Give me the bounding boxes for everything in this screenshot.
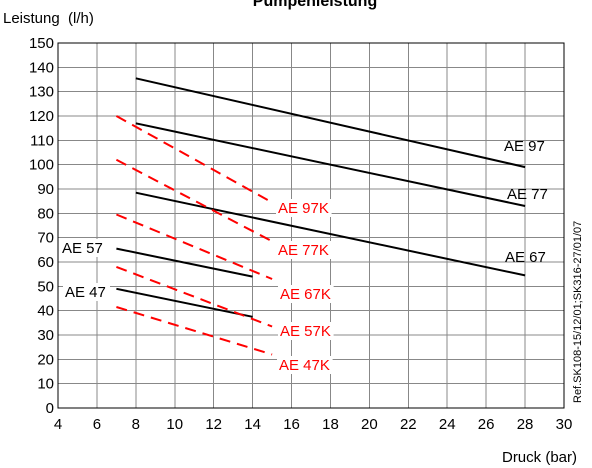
reference-note: Ref.SK108-15/12/01;SK316-27/01/07 xyxy=(572,221,584,403)
y-tick-label: 70 xyxy=(37,230,54,247)
y-tick-label: 130 xyxy=(29,84,54,101)
x-tick-label: 6 xyxy=(93,416,101,433)
series-label-background xyxy=(278,285,334,303)
y-tick-label: 100 xyxy=(29,157,54,174)
x-tick-label: 20 xyxy=(361,416,378,433)
series-label-background xyxy=(60,239,107,257)
y-tick-label: 20 xyxy=(37,351,54,368)
series-label-background xyxy=(277,356,333,374)
x-tick-label: 8 xyxy=(132,416,140,433)
series-line-ae-77k xyxy=(115,158,273,243)
series-line-ae-97 xyxy=(135,77,526,169)
y-tick-label: 150 xyxy=(29,35,54,52)
series-line-ae-57 xyxy=(116,247,253,278)
series-line-ae-47 xyxy=(116,287,253,318)
x-tick-label: 22 xyxy=(400,416,417,433)
x-tick-label: 14 xyxy=(244,416,261,433)
series-label-ae-67: AE 67 xyxy=(505,249,546,266)
series-label-ae-47: AE 47 xyxy=(65,284,106,301)
series-line-ae-67k xyxy=(116,213,273,280)
series-line-ae-97k xyxy=(115,115,273,204)
series-label-background xyxy=(276,199,332,217)
x-tick-label: 24 xyxy=(439,416,456,433)
series-label-background xyxy=(278,322,334,340)
series-line-ae-47k xyxy=(116,306,273,356)
x-tick-label: 18 xyxy=(322,416,339,433)
y-tick-label: 50 xyxy=(37,278,54,295)
x-tick-label: 30 xyxy=(556,416,573,433)
series-line-ae-57k xyxy=(116,265,273,328)
axis-tick-labels: 4 6 8 10 12 14 16 18 20 22 24 26 28 30 0 10 20 30 40 50 60 70… xyxy=(29,35,572,433)
grid-lines xyxy=(57,42,565,409)
y-tick-label: 140 xyxy=(29,59,54,76)
y-tick-label: 110 xyxy=(30,132,54,149)
x-tick-label: 10 xyxy=(166,416,183,433)
series-label-background xyxy=(276,241,332,259)
series-line-ae-67 xyxy=(135,191,526,277)
x-tick-label: 4 xyxy=(54,416,62,433)
y-tick-label: 120 xyxy=(29,108,54,125)
series-label-ae-47k: AE 47K xyxy=(279,357,330,374)
series-line-ae-77 xyxy=(135,122,526,207)
series-label-ae-97k: AE 97K xyxy=(278,200,329,217)
series-label-ae-57k: AE 57K xyxy=(280,323,331,340)
y-tick-label: 60 xyxy=(37,254,54,271)
series-labels: AE 97 AE 77 AE 67 AE 57 AE 47 AE 97K AE 77K AE … xyxy=(60,138,548,374)
x-tick-label: 28 xyxy=(517,416,534,433)
x-axis-label: Druck (bar) xyxy=(502,449,577,466)
y-tick-label: 80 xyxy=(37,205,54,222)
x-tick-label: 26 xyxy=(478,416,495,433)
series-label-ae-77: AE 77 xyxy=(507,186,548,203)
series-label-ae-77k: AE 77K xyxy=(278,242,329,259)
series-label-ae-67k: AE 67K xyxy=(280,286,331,303)
series-lines xyxy=(115,77,526,356)
series-label-background xyxy=(63,283,110,301)
chart-title: Pumpenleistung xyxy=(253,0,377,10)
y-tick-label: 40 xyxy=(37,303,54,320)
x-tick-label: 12 xyxy=(205,416,222,433)
plot-frame xyxy=(57,42,565,409)
series-label-ae-57: AE 57 xyxy=(62,240,103,257)
y-tick-label: 10 xyxy=(37,376,54,393)
y-tick-label: 30 xyxy=(37,327,54,344)
y-tick-label: 0 xyxy=(46,400,54,417)
x-tick-label: 16 xyxy=(283,416,300,433)
y-axis-label: Leistung (l/h) xyxy=(3,10,94,27)
series-label-ae-97: AE 97 xyxy=(504,138,545,155)
y-tick-label: 90 xyxy=(37,181,54,198)
